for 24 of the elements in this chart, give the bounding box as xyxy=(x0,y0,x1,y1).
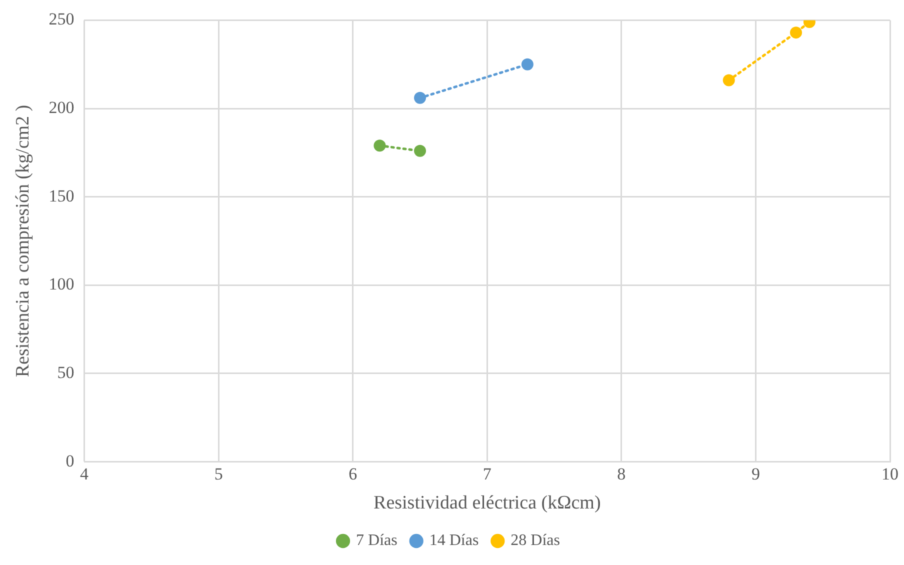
x-tick-label: 7 xyxy=(482,464,492,484)
y-tick-label: 0 xyxy=(66,451,74,470)
x-tick-label: 9 xyxy=(751,464,760,484)
legend-label: 14 Días xyxy=(429,532,479,550)
y-axis-title: Resistencia a compresión (kg/cm2 ) xyxy=(12,104,34,378)
point xyxy=(374,140,386,152)
point xyxy=(722,74,735,86)
x-tick-label: 5 xyxy=(214,464,223,484)
y-tick-label: 200 xyxy=(48,98,74,117)
point xyxy=(521,58,534,70)
legend-label: 7 Días xyxy=(356,532,398,550)
x-tick-label: 8 xyxy=(617,464,626,484)
y-tick-label: 250 xyxy=(48,10,74,29)
x-tick-label: 6 xyxy=(348,464,358,484)
legend-label: 28 Días xyxy=(510,532,560,550)
y-tick-label: 50 xyxy=(57,362,74,382)
point xyxy=(414,144,426,157)
y-tick-label: 100 xyxy=(48,274,74,294)
y-tick-label: 150 xyxy=(48,186,74,206)
point xyxy=(414,92,426,104)
point xyxy=(790,26,802,39)
x-tick-label: 10 xyxy=(882,464,898,484)
x-tick-label: 4 xyxy=(80,464,90,484)
x-axis-title: Resistividad eléctrica (kΩcm) xyxy=(374,492,601,514)
